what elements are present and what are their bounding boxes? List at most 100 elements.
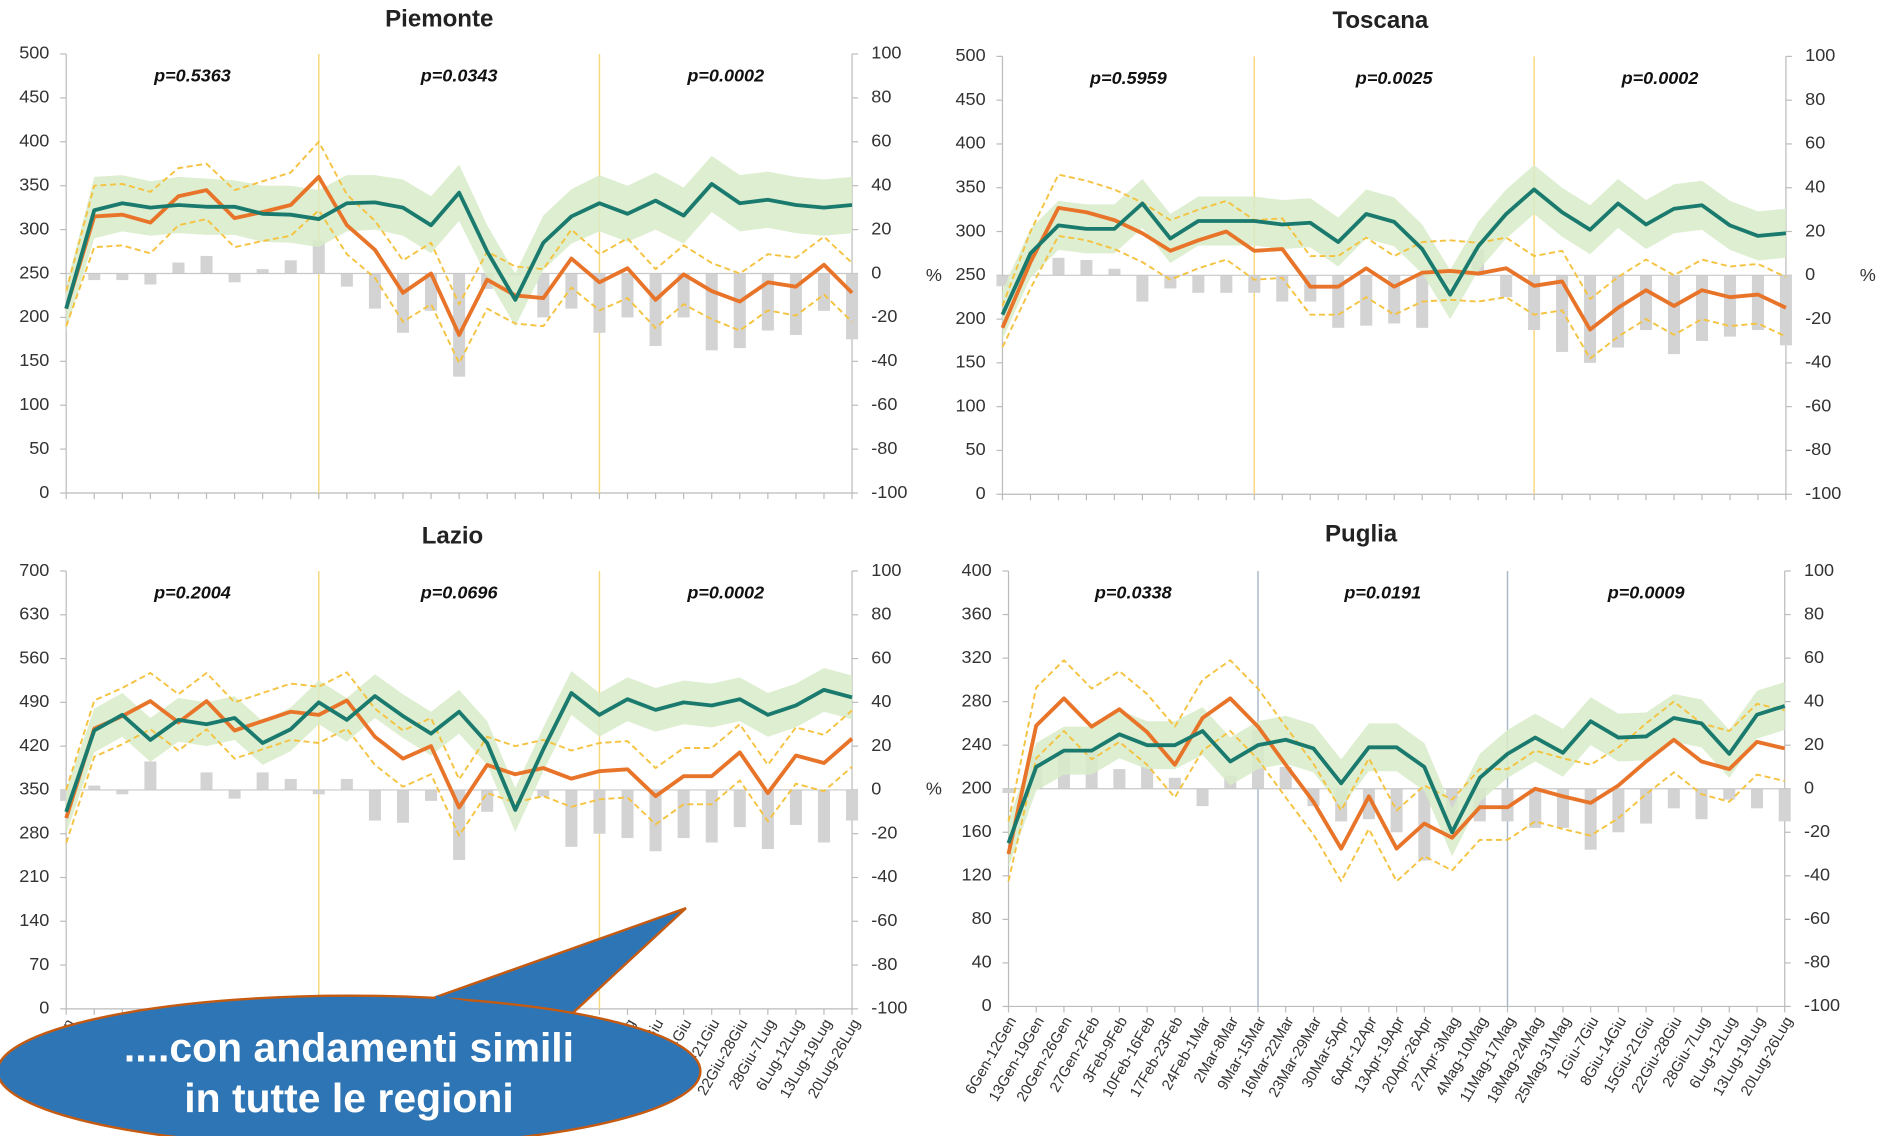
bar (1556, 275, 1569, 352)
bar (284, 260, 297, 274)
data-line (64, 182, 853, 310)
bar (1778, 788, 1791, 822)
y-tick-label: 140 (19, 910, 49, 930)
y2-tick-label: -40 (871, 866, 897, 886)
bar (1388, 275, 1401, 324)
y2-tick-label: 20 (1805, 220, 1825, 240)
bar (621, 273, 634, 318)
bar (200, 772, 213, 790)
bar (817, 273, 830, 311)
chart-panel: Toscana050100150200250300350400450500-10… (926, 7, 1876, 503)
y-axis-label: % (926, 779, 942, 799)
y-tick-label: 240 (962, 734, 992, 754)
bar (705, 273, 718, 351)
y2-tick-label: 80 (1804, 603, 1824, 623)
bar (312, 240, 325, 274)
y2-tick-label: 20 (871, 218, 891, 238)
y-tick-label: 420 (19, 735, 49, 755)
y-tick-label: 200 (19, 306, 49, 326)
callout-bubble (0, 994, 702, 1136)
bar (1360, 275, 1373, 326)
y-tick-label: 350 (956, 177, 986, 197)
bar (1168, 777, 1181, 789)
y-tick-label: 40 (972, 952, 992, 972)
p-value: p=0.0696 (420, 583, 499, 603)
bar (1248, 275, 1261, 293)
p-value: p=0.0002 (686, 66, 764, 86)
y2-tick-label: 60 (871, 131, 891, 151)
y2-tick-label: -60 (871, 394, 897, 414)
y-tick-label: 280 (19, 822, 49, 842)
y2-tick-label: 80 (871, 604, 891, 624)
bar (1695, 275, 1709, 341)
y-tick-label: 100 (956, 395, 986, 415)
y2-tick-label: 40 (871, 174, 891, 194)
y2-tick-label: -20 (1804, 821, 1830, 841)
bar (1307, 788, 1320, 807)
y-tick-label: 400 (962, 560, 992, 580)
p-value: p=0.0002 (686, 583, 764, 603)
bar (228, 789, 241, 799)
bar (116, 273, 129, 281)
y-tick-label: 250 (19, 262, 49, 282)
y-tick-label: 0 (39, 482, 49, 502)
bar (593, 273, 606, 333)
y-tick-label: 560 (19, 647, 49, 667)
bar (846, 789, 859, 821)
y-axis-label: % (926, 265, 942, 285)
y-tick-label: 300 (19, 218, 49, 238)
y2-tick-label: 0 (1804, 778, 1814, 798)
bar (453, 789, 466, 860)
bar (677, 789, 690, 839)
bar (200, 255, 213, 274)
chart-title: Piemonte (385, 6, 493, 33)
bar (733, 273, 746, 349)
y-tick-label: 200 (956, 308, 986, 328)
y2-tick-label: -100 (1805, 483, 1841, 503)
p-value: p=0.0343 (420, 66, 498, 86)
confidence-band (1008, 682, 1785, 868)
bar (425, 789, 438, 801)
y-tick-label: 400 (19, 131, 49, 151)
y-tick-label: 160 (962, 821, 992, 841)
bar (368, 789, 381, 821)
bar (340, 273, 353, 287)
limit-line (1007, 730, 1785, 883)
y2-tick-label: -40 (1805, 352, 1831, 372)
y-tick-label: 350 (19, 174, 49, 194)
y-tick-label: 350 (19, 779, 49, 799)
bar (537, 789, 550, 797)
callout: ....con andamenti simili in tutte le reg… (0, 906, 702, 1136)
y2-tick-label: 100 (1804, 560, 1834, 580)
bar (256, 269, 269, 274)
chart-title: Lazio (422, 523, 483, 550)
p-value: p=0.0025 (1355, 68, 1434, 88)
limit-line (1007, 659, 1785, 822)
y-tick-label: 500 (19, 43, 49, 63)
y-tick-label: 320 (962, 647, 992, 667)
data-line (64, 174, 854, 337)
data-line (64, 698, 854, 819)
bar (1612, 788, 1625, 833)
y-tick-label: 50 (966, 439, 986, 459)
bar (1002, 788, 1015, 794)
data-line (1000, 205, 1787, 332)
bar (1108, 268, 1121, 276)
bar (733, 789, 746, 828)
bar (1640, 788, 1653, 824)
bar (1113, 769, 1126, 789)
y-tick-label: 500 (956, 45, 986, 65)
y2-tick-label: -100 (1804, 995, 1840, 1015)
data-line (1000, 187, 1787, 316)
bar (144, 761, 157, 790)
confidence-band (1002, 164, 1786, 340)
y2-tick-label: 100 (871, 43, 901, 63)
bar (677, 273, 690, 318)
y2-tick-label: 0 (1805, 264, 1815, 284)
limit-line (65, 671, 853, 791)
p-value: p=0.5959 (1089, 68, 1167, 88)
y-tick-label: 280 (962, 690, 992, 710)
bar (1667, 275, 1681, 355)
bar (284, 778, 297, 790)
y-tick-label: 360 (962, 603, 992, 623)
